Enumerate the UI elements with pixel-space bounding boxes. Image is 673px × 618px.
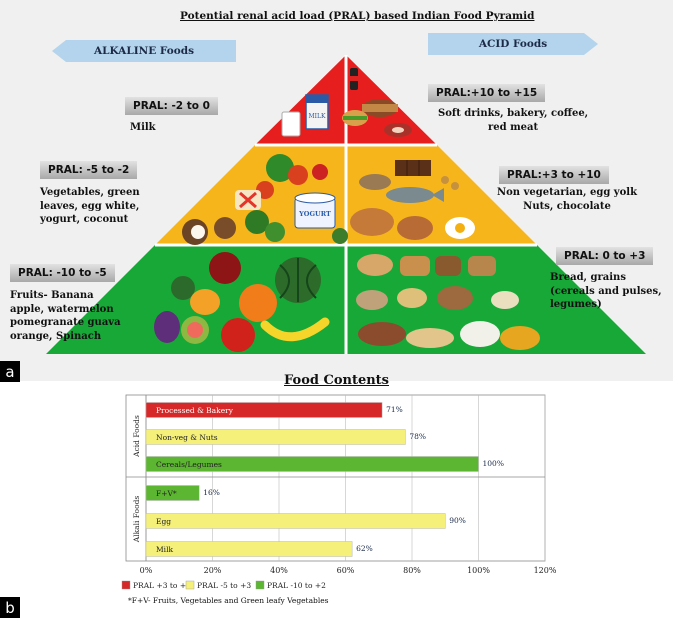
bar-value-label: 90%	[449, 516, 466, 525]
bar-category-label: Non-veg & Nuts	[156, 433, 218, 442]
foods-alkaline-bottom: Fruits- Banana apple, watermelon pomegra…	[10, 290, 121, 342]
bar-category-label: Cereals/Legumes	[156, 460, 222, 469]
pral-tag-acid-top: PRAL:+10 to +15	[428, 84, 546, 102]
legend-swatch	[255, 580, 265, 590]
bar	[145, 513, 446, 529]
food-contents-chart: 0% 20% 40% 60% 80% 100% 120% Acid Foods Alkali F…	[121, 394, 557, 590]
alkaline-foods-arrow: ALKALINE Foods	[52, 40, 236, 62]
foods-acid-middle: Non vegetarian, egg yolk Nuts, chocolate	[497, 187, 638, 212]
food-illustration-middle-right	[350, 160, 475, 240]
x-tick-label: 80%	[403, 566, 421, 575]
bar-category-label: Egg	[156, 517, 171, 526]
pyramid-title: Potential renal acid load (PRAL) based I…	[180, 10, 535, 22]
bar-category-label: F+V*	[156, 489, 177, 498]
legend-entry: PRAL -5 to +3	[197, 581, 251, 590]
chart-footnote: *F+V- Fruits, Vegetables and Green leafy…	[128, 596, 329, 605]
svg-text:MILK: MILK	[309, 113, 326, 120]
plot-area	[125, 394, 546, 562]
food-contents-panel: 0% 20% 40% 60% 80% 100% 120% Acid Foods Alkali F…	[0, 373, 673, 618]
acid-foods-arrow: ACID Foods	[428, 33, 598, 55]
panel-label-a: a	[0, 361, 20, 382]
foods-alkaline-middle: Vegetables, green leaves, egg white, yog…	[40, 187, 140, 225]
chart-title: Food Contents	[284, 373, 389, 388]
pyramid-panel: MILK YOGURT	[0, 0, 673, 383]
pral-tag-alkaline-middle: PRAL: -5 to -2	[40, 161, 138, 179]
foods-acid-top: Soft drinks, bakery, coffee, red meat	[438, 108, 589, 133]
x-tick-label: 40%	[270, 566, 288, 575]
food-illustration-middle-left: YOGURT	[182, 154, 348, 245]
legend-swatch	[185, 580, 195, 590]
legend-entry: PRAL +3 to +6	[133, 581, 191, 590]
x-tick-label: 0%	[140, 566, 153, 575]
legend-entry: PRAL -10 to +2	[267, 581, 326, 590]
foods-acid-bottom: Bread, grains (cereals and pulses, legum…	[550, 272, 662, 310]
panel-label-b: b	[0, 597, 20, 618]
pyramid-graphic: MILK YOGURT	[46, 55, 646, 354]
food-illustration-bottom-right	[356, 254, 540, 350]
bar	[145, 429, 406, 445]
x-tick-label: 60%	[337, 566, 355, 575]
bar-value-label: 100%	[483, 459, 504, 468]
pral-tag-acid-bottom: PRAL: 0 to +3	[556, 247, 654, 265]
bar-value-label: 62%	[356, 544, 373, 553]
foods-alkaline-top: Milk	[130, 122, 156, 133]
food-illustration-bottom-left	[154, 252, 330, 352]
bar	[145, 485, 200, 501]
food-illustration-top: MILK	[281, 68, 412, 137]
bar-value-label: 78%	[409, 432, 426, 441]
bar-category-label: Milk	[156, 545, 173, 554]
bar	[145, 456, 479, 472]
bar-category-label: Processed & Bakery	[156, 406, 234, 415]
pral-tag-alkaline-top: PRAL: -2 to 0	[125, 97, 218, 115]
legend-swatch	[121, 580, 131, 590]
bar-value-label: 71%	[386, 405, 403, 414]
svg-text:YOGURT: YOGURT	[298, 210, 331, 218]
group-label: Alkali Foods	[132, 496, 141, 544]
bar	[145, 541, 353, 557]
x-tick-label: 20%	[204, 566, 222, 575]
group-label: Acid Foods	[132, 415, 141, 458]
pral-tag-acid-middle: PRAL:+3 to +10	[499, 166, 609, 184]
x-tick-label: 100%	[467, 566, 490, 575]
bar	[145, 402, 383, 418]
bar-value-label: 16%	[203, 488, 220, 497]
pral-tag-alkaline-bottom: PRAL: -10 to -5	[10, 264, 115, 282]
x-tick-label: 120%	[534, 566, 557, 575]
